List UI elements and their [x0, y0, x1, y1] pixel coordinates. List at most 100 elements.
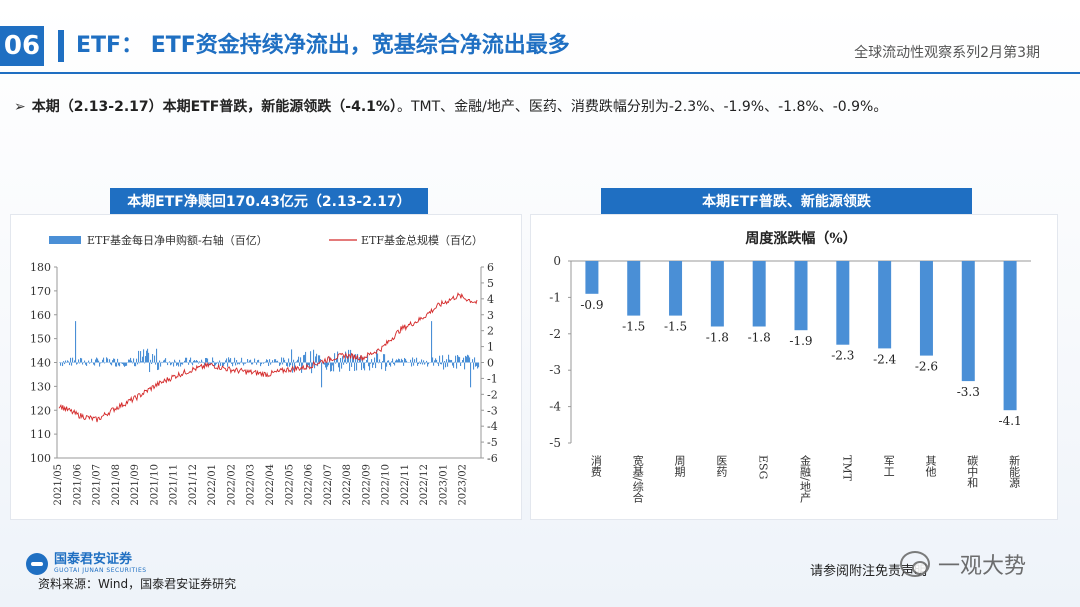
flow-bar — [85, 362, 87, 365]
flow-bar — [318, 355, 320, 363]
return-bar — [794, 261, 808, 331]
flow-bar — [201, 359, 203, 363]
flow-bar — [136, 358, 138, 363]
flow-bar — [72, 357, 74, 363]
flow-bar — [248, 361, 250, 363]
flow-bar — [231, 362, 233, 364]
flow-bar — [102, 359, 104, 363]
flow-bar — [186, 357, 188, 363]
flow-bar — [435, 358, 437, 363]
flow-bar — [252, 362, 254, 365]
flow-bar — [67, 360, 69, 363]
flow-bar — [353, 357, 355, 363]
flow-bar — [272, 360, 274, 363]
flow-bar — [444, 361, 446, 363]
bar-value-label: -2.4 — [873, 352, 897, 366]
flow-bar — [382, 361, 384, 363]
x-tick-label: 2022/03 — [246, 464, 257, 506]
flow-bar — [302, 362, 304, 366]
flow-bar — [146, 350, 148, 363]
flow-bar — [129, 359, 131, 363]
flow-bar — [69, 362, 71, 366]
flow-bar — [178, 362, 180, 367]
flow-bar — [462, 359, 464, 363]
flow-bar — [254, 358, 256, 363]
return-bar — [627, 261, 641, 316]
flow-bar — [194, 360, 196, 363]
flow-bar — [307, 362, 309, 367]
flow-bar — [392, 358, 394, 363]
flow-bar — [446, 359, 448, 363]
flow-bar — [196, 360, 198, 363]
logo-mark-icon — [26, 553, 48, 575]
flow-bar — [422, 362, 424, 365]
flow-bar — [460, 362, 462, 366]
logo-english: GUOTAI JUNAN SECURITIES — [54, 567, 147, 574]
flow-bar — [164, 359, 166, 363]
flow-bar — [459, 357, 461, 363]
left-y-tick-label: 170 — [30, 285, 51, 298]
flow-bar — [324, 362, 326, 365]
flow-bar — [464, 362, 466, 370]
flow-bar — [173, 362, 175, 367]
flow-bar — [450, 360, 452, 363]
flow-bar — [117, 358, 119, 363]
flow-bar — [142, 356, 144, 363]
flow-bar — [421, 359, 423, 363]
summary-line: ➢ 本期（2.13-2.17）本期ETF普跌，新能源领跌（-4.1%）。TMT、金… — [14, 96, 1074, 116]
flow-bar — [466, 356, 468, 363]
flow-bar — [138, 350, 140, 363]
flow-bar — [134, 362, 136, 367]
summary-bold: 本期（2.13-2.17）本期ETF普跌，新能源领跌（-4.1%） — [31, 99, 397, 115]
flow-bar — [448, 354, 450, 363]
flow-bar — [467, 354, 469, 363]
flow-bar — [432, 357, 434, 363]
flow-bar — [193, 360, 195, 363]
flow-bar — [184, 360, 186, 363]
flow-bar — [131, 360, 133, 363]
flow-bar — [192, 362, 194, 366]
flow-bar — [125, 362, 127, 366]
flow-bar — [394, 362, 396, 366]
flow-bar — [325, 362, 327, 368]
flow-bar — [206, 357, 208, 363]
bar-value-label: -1.5 — [622, 320, 645, 334]
x-tick-label: 2022/11 — [400, 464, 411, 506]
flow-bar — [150, 359, 152, 363]
flow-bar — [289, 362, 291, 367]
flow-bar — [202, 361, 204, 363]
flow-bar — [287, 362, 289, 367]
flow-bar — [111, 362, 113, 366]
x-tick-label: 2021/09 — [130, 464, 141, 506]
flow-bar — [234, 357, 236, 363]
flow-bar — [397, 360, 399, 363]
flow-bar — [288, 358, 290, 363]
flow-bar — [293, 359, 295, 363]
flow-bar — [465, 355, 467, 363]
flow-bar — [219, 360, 221, 363]
watermark-text: 一观大势 — [938, 554, 1027, 579]
flow-bar — [155, 362, 157, 365]
flow-bar — [354, 362, 356, 371]
flow-bar — [213, 360, 215, 363]
flow-bar — [458, 356, 460, 363]
return-bar — [710, 261, 724, 327]
flow-bar — [373, 362, 375, 365]
flow-bar — [174, 359, 176, 363]
flow-bar — [227, 362, 229, 367]
flow-bar — [177, 362, 179, 365]
return-bar — [1003, 261, 1017, 411]
left-y-tick-label: 130 — [30, 380, 51, 393]
flow-bar — [180, 362, 182, 367]
flow-bar — [220, 362, 222, 366]
category-label: TMT — [840, 455, 853, 482]
x-tick-label: 2021/10 — [149, 464, 160, 506]
flow-bar — [391, 361, 393, 363]
flow-bar — [401, 358, 403, 363]
flow-bar — [258, 359, 260, 363]
flow-bar — [388, 360, 390, 363]
flow-bar — [290, 362, 292, 366]
flow-bar — [191, 362, 193, 364]
x-tick-label: 2022/12 — [419, 464, 430, 506]
flow-bar — [338, 362, 340, 368]
